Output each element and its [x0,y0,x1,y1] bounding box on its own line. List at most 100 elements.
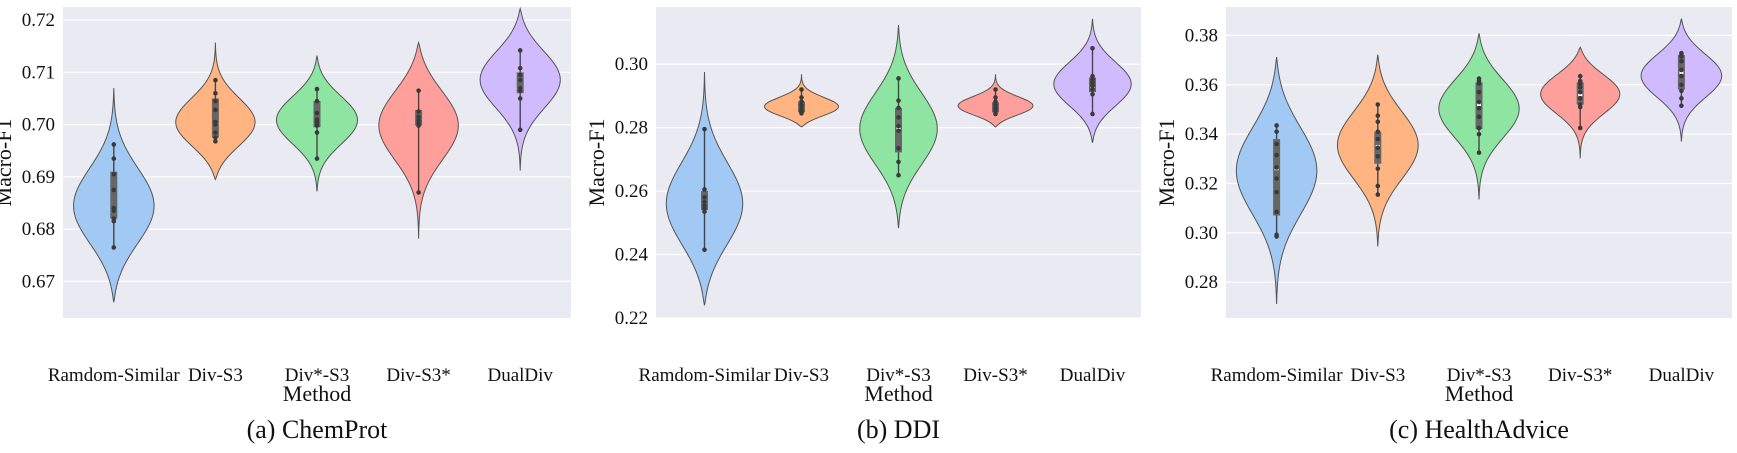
data-point [517,96,523,101]
data-point [702,187,707,192]
data-point [1476,114,1482,120]
data-point [896,123,901,129]
data-point [896,128,901,134]
panel-chemprot: 0.67 0.68 0.69 0.70 0.71 0.72 Ramdom-Similar Di… [0,6,571,444]
data-point [702,209,707,214]
data-point [213,139,218,144]
data-point [1274,209,1279,215]
data-point [799,106,804,111]
data-point [896,105,901,111]
data-point [1090,73,1095,79]
panel-caption: (a) ChemProt [247,415,389,444]
data-point [416,118,421,123]
data-point [1577,89,1583,95]
data-point [1090,83,1095,89]
data-point [1274,176,1279,181]
data-point [1679,59,1684,64]
data-point [702,247,707,253]
data-point [1375,119,1381,125]
data-point [702,195,707,200]
data-point [1476,125,1482,131]
y-tick-label: 0.28 [615,118,648,139]
data-point [993,99,998,104]
median-mark-div-s3 [1477,102,1481,106]
iqr-box-dualdiv [516,72,524,94]
data-point [1476,105,1482,111]
data-point [1577,84,1583,90]
data-point [1375,102,1381,107]
y-tick-label: 0.67 [22,271,55,292]
y-axis-label: Macro-F1 [584,119,609,207]
y-tick-label: 0.38 [1185,25,1218,46]
data-point [111,205,117,211]
data-point [416,114,421,120]
x-tick-label: Div-S3 [188,365,243,386]
data-point [111,142,117,147]
data-point [1679,82,1684,88]
y-tick-label: 0.34 [1185,124,1219,145]
data-point [517,48,523,53]
y-tick-label: 0.36 [1185,75,1218,96]
data-point [1090,111,1095,117]
x-tick-label: DualDiv [1060,365,1126,386]
data-point [1375,154,1381,159]
x-tick-label: DualDiv [487,365,553,386]
y-tick-label: 0.22 [615,308,648,329]
data-point [213,135,218,140]
median-mark-dualdiv [1679,70,1684,74]
data-point [1577,125,1583,131]
x-tick-label: Div-S3* [386,365,450,386]
data-point [702,199,707,205]
data-point [1090,87,1095,92]
panel-healthadvice: 0.28 0.30 0.32 0.34 0.36 0.38 Ramdom-Similar Di… [1154,7,1732,444]
data-point [1577,102,1583,107]
x-axis-label: Method [1445,381,1513,406]
data-point [517,127,523,133]
data-point [799,87,804,92]
data-point [1679,50,1684,56]
iqr-box-div-s3 [211,98,219,138]
data-point [896,76,901,81]
data-point [1679,88,1684,94]
data-point [896,172,901,178]
x-axis-label: Method [283,381,351,406]
data-point [517,77,523,83]
x-tick-label: Div*-S3 [866,365,930,386]
data-point [314,123,320,128]
data-point [1476,89,1482,95]
data-point [702,203,707,208]
data-point [111,156,117,161]
data-point [993,102,998,108]
x-tick-label: Div-S3* [963,365,1027,386]
data-point [1679,96,1684,101]
y-tick-label: 0.24 [615,245,649,266]
y-tick-label: 0.69 [22,167,55,188]
data-point [314,156,320,161]
data-point [896,145,901,151]
data-point [1274,152,1279,158]
y-tick-label: 0.26 [615,181,648,202]
data-point [799,95,804,100]
x-tick-label: Div-S3 [1350,365,1405,386]
data-point [213,90,218,96]
y-tick-label: 0.71 [22,62,55,83]
data-point [993,95,998,100]
y-tick-label: 0.72 [22,10,55,31]
data-point [517,72,523,78]
data-point [1679,103,1684,109]
data-point [1375,113,1381,118]
data-point [314,98,320,104]
data-point [1274,129,1279,134]
x-tick-label: Div*-S3 [285,365,349,386]
y-axis-label: Macro-F1 [1154,119,1179,207]
data-point [896,98,901,103]
data-point [702,126,707,132]
data-point [1090,80,1095,85]
data-point [1577,78,1583,84]
data-point [799,103,804,108]
data-point [1274,232,1279,238]
data-point [1090,45,1095,51]
data-point [314,110,320,116]
